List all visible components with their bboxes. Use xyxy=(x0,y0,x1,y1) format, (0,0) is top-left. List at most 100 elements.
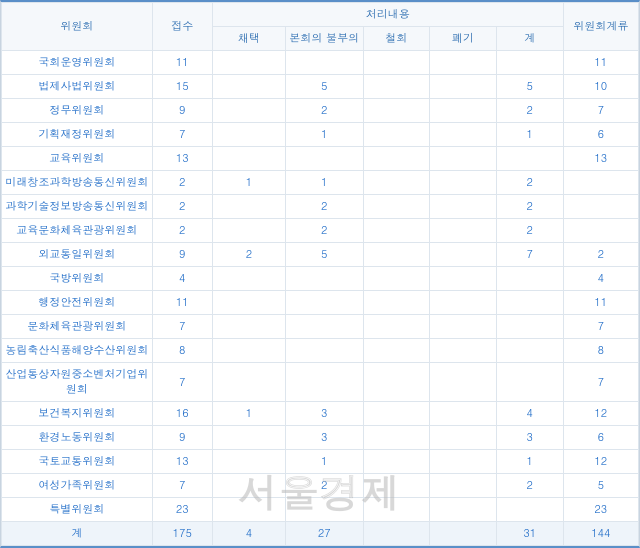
th-pending: 위원회계류 xyxy=(563,3,638,51)
cell-withdrawn xyxy=(363,147,430,171)
cell-withdrawn xyxy=(363,339,430,363)
cell-discarded xyxy=(430,243,497,267)
cell-withdrawn xyxy=(363,498,430,522)
cell-discarded xyxy=(430,402,497,426)
cell-adopted xyxy=(212,147,285,171)
table-row: 교육위원회1313 xyxy=(2,147,639,171)
cell-name: 국토교통위원회 xyxy=(2,450,153,474)
cell-pending: 2 xyxy=(563,243,638,267)
cell-plenary: 5 xyxy=(286,243,363,267)
cell-plenary: 2 xyxy=(286,195,363,219)
cell-name: 외교통일위원회 xyxy=(2,243,153,267)
cell-withdrawn xyxy=(363,123,430,147)
cell-subtotal xyxy=(496,147,563,171)
cell-subtotal xyxy=(496,363,563,402)
committee-table: 위원회 접수 처리내용 위원회계류 채택 본회의 불부의 철회 폐기 계 국회운… xyxy=(1,2,639,546)
cell-received: 7 xyxy=(152,363,212,402)
cell-adopted: 2 xyxy=(212,243,285,267)
total-received: 175 xyxy=(152,522,212,546)
cell-pending xyxy=(563,195,638,219)
cell-subtotal: 2 xyxy=(496,219,563,243)
cell-plenary xyxy=(286,339,363,363)
cell-adopted xyxy=(212,291,285,315)
cell-adopted xyxy=(212,339,285,363)
th-subtotal: 계 xyxy=(496,27,563,51)
table-row: 기획재정위원회7116 xyxy=(2,123,639,147)
table-body: 국회운영위원회1111법제사법위원회155510정무위원회9227기획재정위원회… xyxy=(2,51,639,546)
cell-plenary: 3 xyxy=(286,402,363,426)
cell-name: 정무위원회 xyxy=(2,99,153,123)
th-adopted: 채택 xyxy=(212,27,285,51)
cell-withdrawn xyxy=(363,426,430,450)
cell-adopted xyxy=(212,195,285,219)
cell-plenary: 3 xyxy=(286,426,363,450)
table-row: 문화체육관광위원회77 xyxy=(2,315,639,339)
cell-received: 9 xyxy=(152,243,212,267)
cell-pending: 7 xyxy=(563,363,638,402)
cell-subtotal xyxy=(496,267,563,291)
cell-adopted xyxy=(212,51,285,75)
total-pending: 144 xyxy=(563,522,638,546)
cell-plenary xyxy=(286,291,363,315)
table-row: 법제사법위원회155510 xyxy=(2,75,639,99)
cell-discarded xyxy=(430,363,497,402)
cell-name: 여성가족위원회 xyxy=(2,474,153,498)
cell-discarded xyxy=(430,498,497,522)
cell-name: 특별위원회 xyxy=(2,498,153,522)
cell-subtotal: 1 xyxy=(496,123,563,147)
cell-subtotal xyxy=(496,291,563,315)
cell-plenary xyxy=(286,315,363,339)
th-committee: 위원회 xyxy=(2,3,153,51)
cell-subtotal xyxy=(496,339,563,363)
cell-adopted xyxy=(212,315,285,339)
cell-received: 7 xyxy=(152,123,212,147)
cell-pending: 12 xyxy=(563,450,638,474)
cell-received: 16 xyxy=(152,402,212,426)
cell-received: 4 xyxy=(152,267,212,291)
cell-plenary xyxy=(286,147,363,171)
cell-name: 기획재정위원회 xyxy=(2,123,153,147)
cell-withdrawn xyxy=(363,243,430,267)
cell-subtotal: 2 xyxy=(496,195,563,219)
cell-adopted xyxy=(212,123,285,147)
cell-withdrawn xyxy=(363,171,430,195)
th-received: 접수 xyxy=(152,3,212,51)
cell-adopted xyxy=(212,450,285,474)
total-discarded xyxy=(430,522,497,546)
cell-received: 2 xyxy=(152,219,212,243)
cell-plenary: 1 xyxy=(286,171,363,195)
th-discarded: 폐기 xyxy=(430,27,497,51)
cell-name: 산업통상자원중소벤처기업위원회 xyxy=(2,363,153,402)
table-row: 국토교통위원회131112 xyxy=(2,450,639,474)
cell-received: 9 xyxy=(152,99,212,123)
cell-adopted xyxy=(212,75,285,99)
cell-withdrawn xyxy=(363,363,430,402)
cell-name: 교육위원회 xyxy=(2,147,153,171)
cell-received: 23 xyxy=(152,498,212,522)
table-row: 정무위원회9227 xyxy=(2,99,639,123)
cell-adopted xyxy=(212,498,285,522)
cell-name: 환경노동위원회 xyxy=(2,426,153,450)
cell-pending: 7 xyxy=(563,99,638,123)
table-row: 미래창조과학방송통신위원회2112 xyxy=(2,171,639,195)
cell-discarded xyxy=(430,426,497,450)
table-row: 환경노동위원회9336 xyxy=(2,426,639,450)
cell-name: 농림축산식품해양수산위원회 xyxy=(2,339,153,363)
cell-adopted xyxy=(212,426,285,450)
table-row: 행정안전위원회1111 xyxy=(2,291,639,315)
total-withdrawn xyxy=(363,522,430,546)
cell-pending: 8 xyxy=(563,339,638,363)
cell-discarded xyxy=(430,75,497,99)
table-row: 농림축산식품해양수산위원회88 xyxy=(2,339,639,363)
th-withdrawn: 철회 xyxy=(363,27,430,51)
cell-subtotal: 2 xyxy=(496,171,563,195)
cell-name: 문화체육관광위원회 xyxy=(2,315,153,339)
table-row: 국방위원회44 xyxy=(2,267,639,291)
total-name: 계 xyxy=(2,522,153,546)
cell-discarded xyxy=(430,267,497,291)
cell-plenary xyxy=(286,363,363,402)
cell-discarded xyxy=(430,147,497,171)
cell-plenary: 2 xyxy=(286,99,363,123)
cell-discarded xyxy=(430,450,497,474)
table-row: 교육문화체육관광위원회222 xyxy=(2,219,639,243)
